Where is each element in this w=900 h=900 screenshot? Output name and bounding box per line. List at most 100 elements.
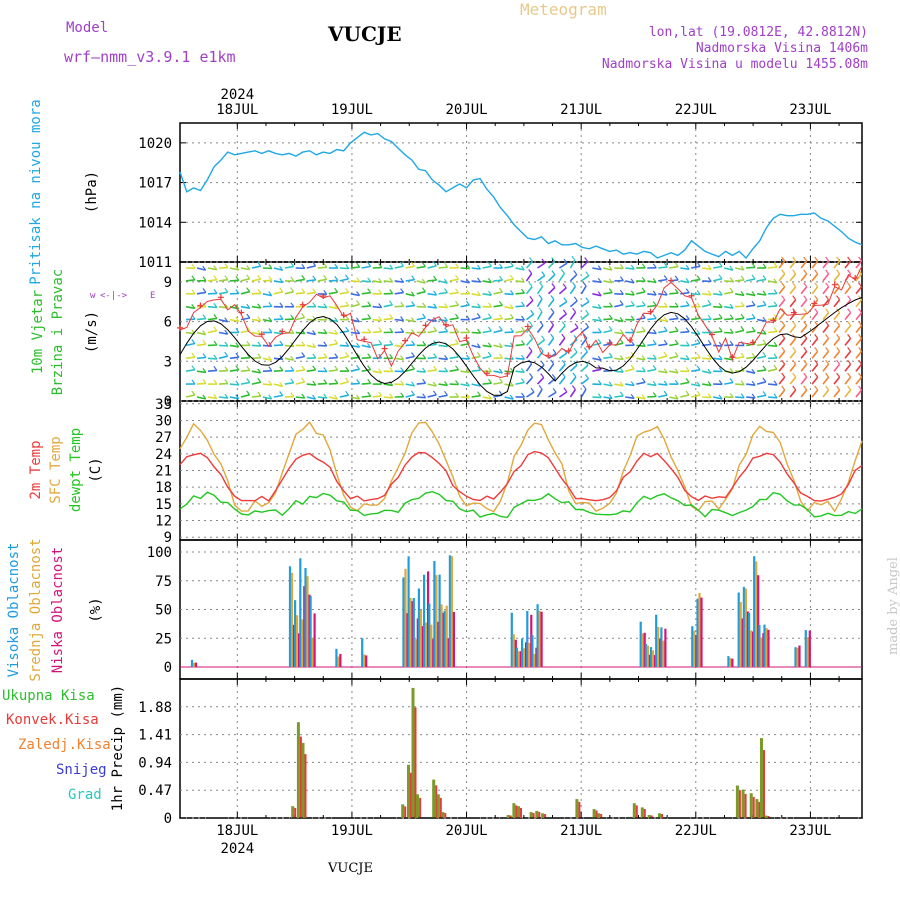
cloud-bar <box>290 572 294 667</box>
wind-barb <box>569 376 577 385</box>
wind-barb <box>768 396 778 399</box>
wind-barb-tick <box>814 385 819 391</box>
wind-barb <box>636 396 646 400</box>
wind-barb <box>482 396 492 400</box>
precip-total-bar <box>755 799 759 818</box>
wind-barb <box>229 279 239 282</box>
wind-barb <box>207 267 217 271</box>
cloud-bar <box>298 633 301 667</box>
wind-barb-tick <box>551 374 556 379</box>
gust-marker <box>504 370 511 377</box>
wind-barb <box>438 383 448 387</box>
wind-barb-tick <box>718 379 723 385</box>
wind-barb-tick <box>410 317 415 322</box>
ytick-label-precip: 1.41 <box>138 728 172 744</box>
cloud-bar <box>311 638 314 667</box>
wind-barb <box>328 396 338 400</box>
wind-barb <box>789 337 797 346</box>
wind-barb-tick <box>663 302 668 308</box>
wind-barb-tick <box>718 302 723 308</box>
wind-barb <box>746 330 756 334</box>
wind-barb <box>778 312 786 321</box>
wind-barb-tick <box>334 263 339 269</box>
wind-barb <box>394 280 404 283</box>
wind-barb <box>558 352 568 359</box>
gust-marker <box>770 317 777 324</box>
ytick-label-wind: 0 <box>164 394 172 410</box>
wind-barb-tick <box>411 381 415 387</box>
wind-barb-tick <box>312 261 317 267</box>
wind-barb-tick <box>641 355 646 361</box>
wind-barb-tick <box>619 317 624 322</box>
wind-barb <box>713 396 723 400</box>
wind-barb <box>547 274 556 282</box>
bottom-date-label: 21JUL <box>560 823 602 839</box>
wind-barb <box>493 344 503 349</box>
wind-barb <box>284 318 294 321</box>
wind-barb-tick <box>465 278 470 284</box>
wind-barb-tick <box>224 287 229 293</box>
wind-barb-tick <box>279 366 284 371</box>
ytick-label-precip: 1.88 <box>138 700 172 716</box>
cloud-bar <box>526 611 529 667</box>
wind-barb-tick <box>444 367 449 372</box>
wind-barb-tick <box>619 264 624 269</box>
wind-barb <box>405 265 415 269</box>
wind-barb-tick <box>466 393 471 399</box>
wind-barb <box>735 383 745 386</box>
gust-marker <box>545 352 552 359</box>
wind-barb-tick <box>540 360 545 366</box>
wind-barb <box>361 356 371 360</box>
precip-total-bar <box>535 810 539 818</box>
wind-barb <box>482 330 492 334</box>
wind-barb <box>350 368 360 372</box>
wind-barb <box>746 304 756 308</box>
wind-barb <box>262 293 272 297</box>
wind-barb <box>262 383 272 386</box>
wind-barb <box>416 370 426 373</box>
wind-barb <box>625 355 635 360</box>
wind-barb-tick <box>751 262 756 268</box>
wind-barb-tick <box>290 287 295 293</box>
wind-barb <box>251 370 261 374</box>
wind-barb-tick <box>191 275 196 281</box>
model-label: Model <box>66 20 109 36</box>
wind-barb <box>361 344 371 349</box>
wind-barb <box>735 356 745 360</box>
wind-barb <box>658 355 668 360</box>
wind-barb-tick <box>312 394 317 400</box>
precip-total-bar <box>541 813 545 818</box>
wind-barb <box>536 324 544 333</box>
wind-barb-tick <box>367 378 372 384</box>
dewpt-line <box>179 490 863 519</box>
wind-barb-tick <box>836 321 841 326</box>
wind-barb-tick <box>551 283 556 288</box>
wind-barb-tick <box>268 264 273 269</box>
wind-barb-tick <box>573 347 578 353</box>
wind-barb-tick <box>803 359 808 365</box>
wind-barb-tick <box>477 303 481 308</box>
cloud-bar <box>409 597 412 667</box>
wind-barb-tick <box>323 275 328 280</box>
wind-barb <box>229 344 239 348</box>
wind-barb <box>580 388 587 398</box>
wind-barb <box>735 279 745 282</box>
wind-barb-tick <box>597 277 602 283</box>
wind-barb-tick <box>814 359 819 365</box>
wind-barb-tick <box>674 302 679 308</box>
gust-marker <box>483 370 490 377</box>
wind-barb-tick <box>792 359 797 365</box>
wind-barb-tick <box>224 393 229 399</box>
cloud-bar <box>737 592 740 667</box>
ytick-label-temp: 18 <box>155 480 172 496</box>
wind-barb-tick <box>619 300 624 305</box>
wind-barb <box>756 304 767 308</box>
wind-barb-tick <box>378 289 383 295</box>
wind-barb-tick <box>550 295 555 300</box>
wind-barb-tick <box>740 265 745 271</box>
wind-barb-tick <box>378 316 383 322</box>
precip-total-bar <box>441 812 445 818</box>
wind-barb <box>383 267 393 270</box>
wind-barb-tick <box>345 287 350 293</box>
wind-barb-tick <box>476 291 481 296</box>
